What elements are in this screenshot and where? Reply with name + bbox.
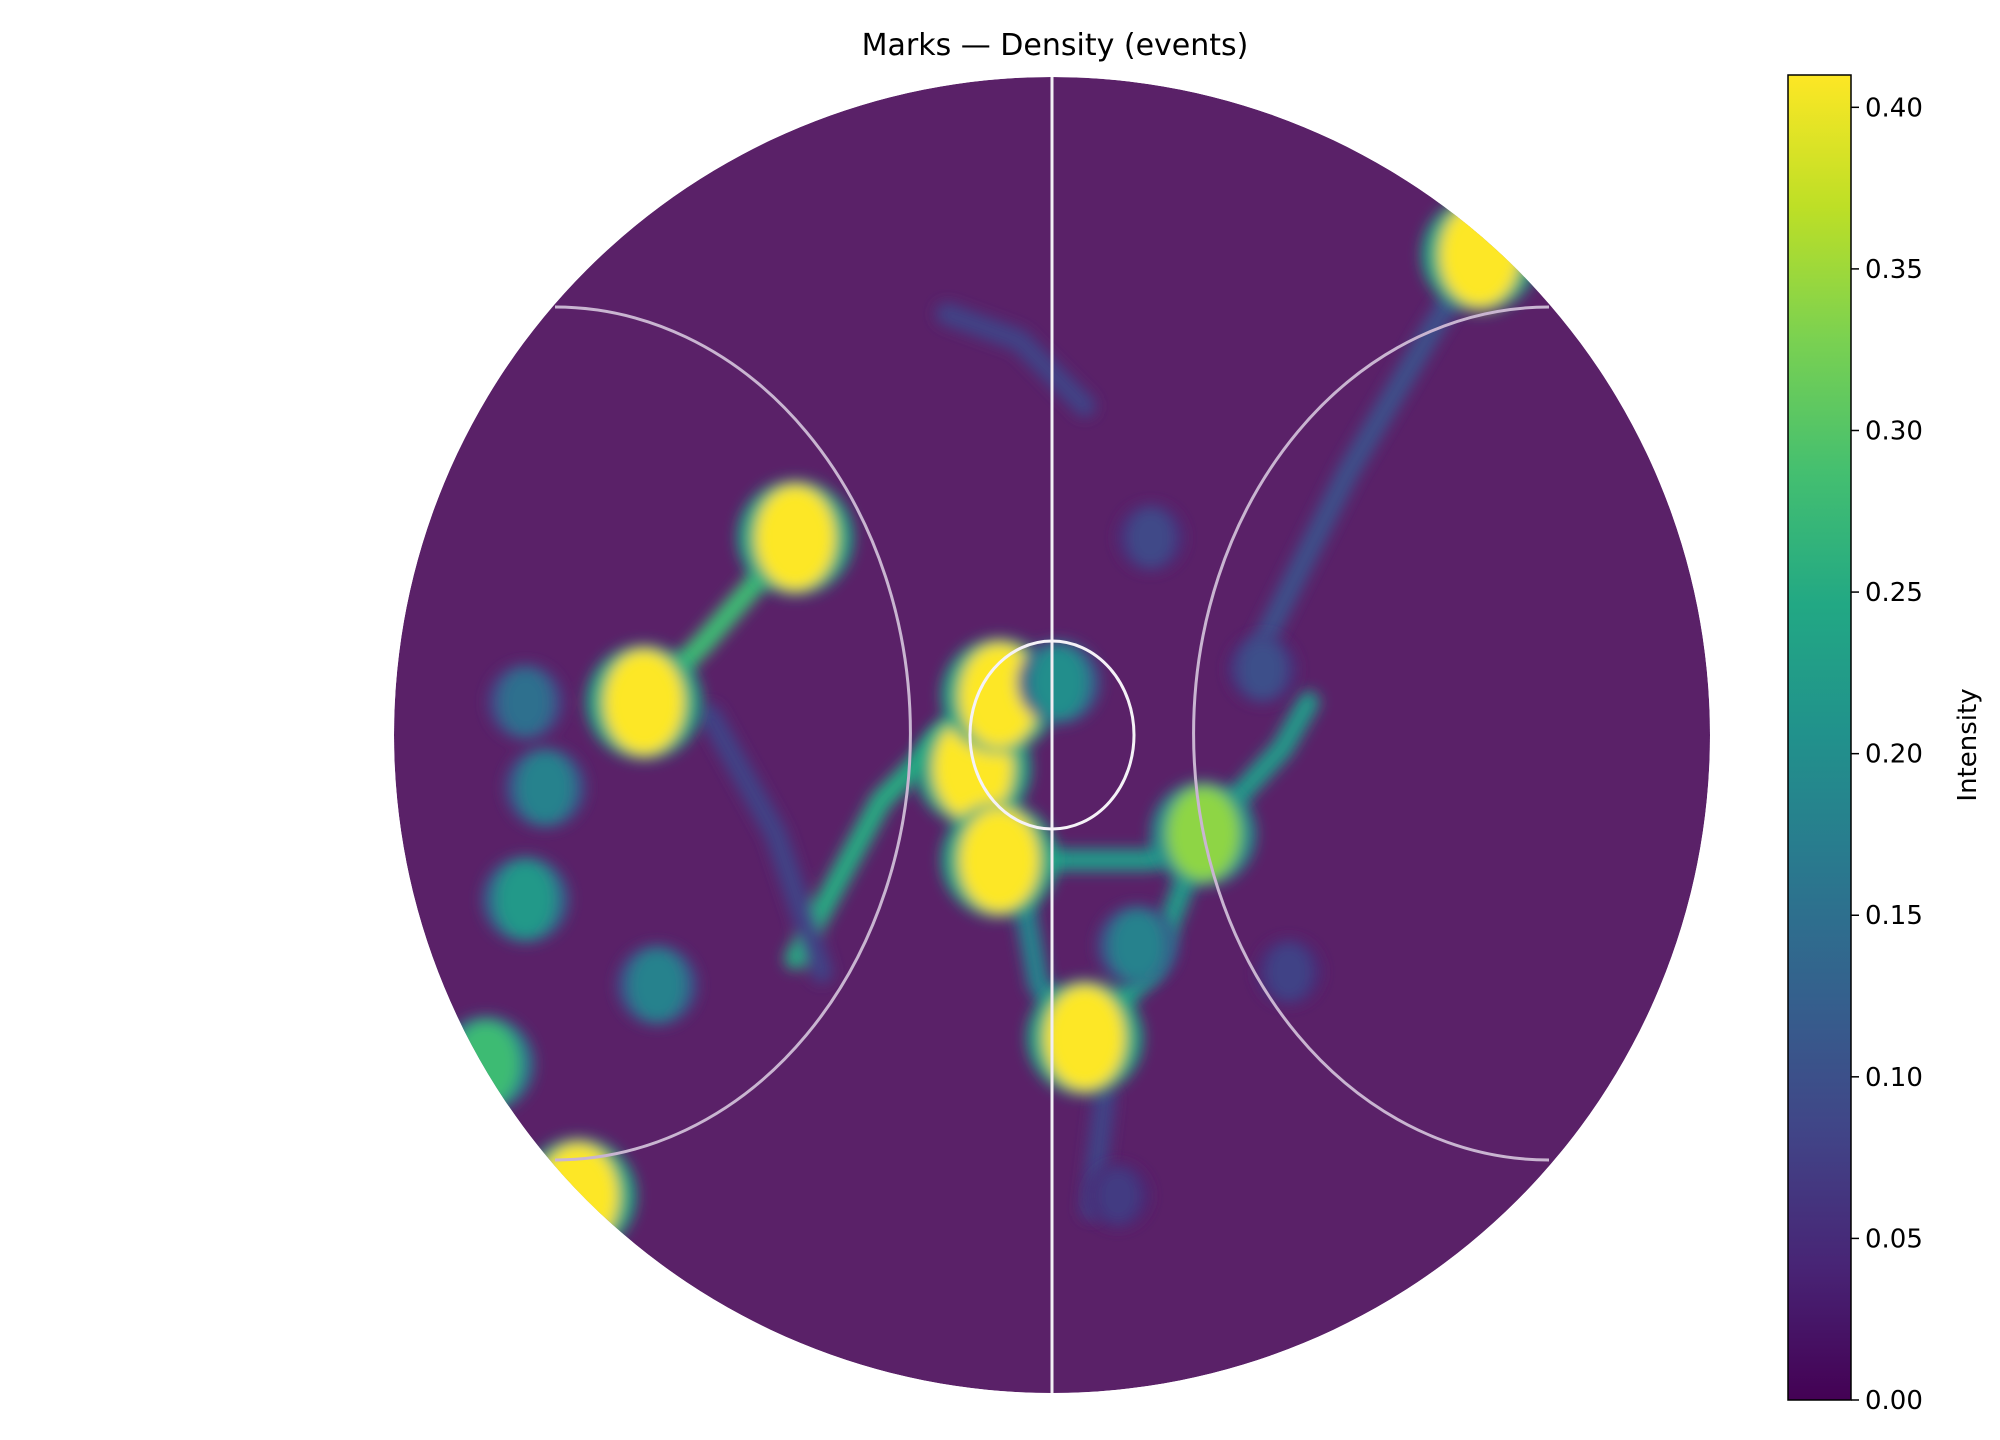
colorbar-tick-label-6: 0.30 <box>1865 416 1923 446</box>
colorbar-ticks: 0.00 0.05 0.10 0.15 0.20 0.25 0.30 0.35 0.40 <box>1851 93 1923 1416</box>
colorbar-tick-label-2: 0.10 <box>1865 1063 1923 1093</box>
density-hotspot-14 <box>1109 909 1166 982</box>
density-hotspot-10 <box>495 860 556 939</box>
colorbar-tick-label-0: 0.00 <box>1865 1386 1923 1416</box>
density-hotspot-17 <box>629 949 685 1021</box>
chart-title: Marks — Density (events) <box>861 28 1249 63</box>
density-ridge-6 <box>935 302 1096 417</box>
right-arc <box>1192 305 1550 1162</box>
colorbar-tick-label-7: 0.35 <box>1865 255 1923 285</box>
density-hotspot-13 <box>1029 645 1088 720</box>
density-hotspot-0 <box>604 650 685 755</box>
density-hotspot-5 <box>1044 985 1125 1090</box>
colorbar-tick-label-1: 0.05 <box>1865 1224 1923 1254</box>
left-arc <box>554 305 912 1162</box>
colorbar-tick-label-8: 0.40 <box>1865 93 1923 123</box>
density-hotspot-16 <box>1239 638 1286 700</box>
field-markings <box>554 77 1550 1393</box>
center-circle <box>968 639 1136 831</box>
density-hotspot-15 <box>1127 507 1174 568</box>
colorbar-tick-label-4: 0.20 <box>1865 740 1923 770</box>
colorbar-tick-label-3: 0.15 <box>1865 901 1923 931</box>
density-ridge-7 <box>698 704 833 983</box>
density-hotspot-1 <box>755 485 836 590</box>
colorbar-gradient <box>1787 74 1852 1401</box>
density-hotspot-12 <box>499 668 552 736</box>
density-hotspot-19 <box>1096 1167 1140 1224</box>
density-hotspot-4 <box>959 808 1040 913</box>
colorbar-tick-label-5: 0.25 <box>1865 578 1923 608</box>
density-hotspot-11 <box>517 751 573 824</box>
density-hotspot-18 <box>1266 942 1312 1001</box>
colorbar-label: Intensity <box>1953 688 1983 802</box>
